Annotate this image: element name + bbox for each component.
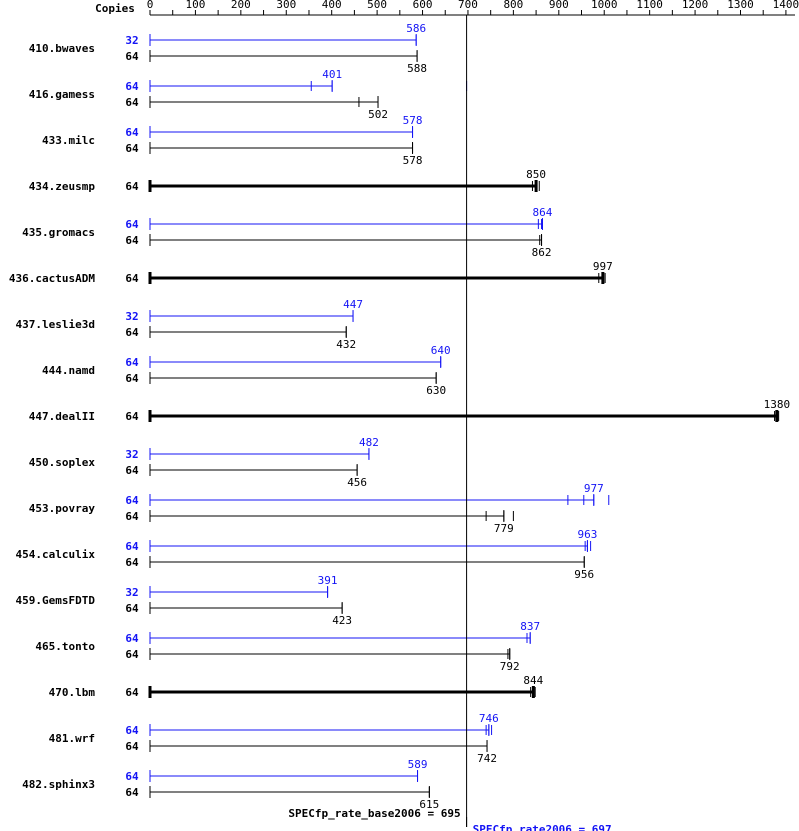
result-value: 502 — [368, 108, 388, 121]
copies-label: 64 — [125, 724, 139, 737]
result-value: 589 — [408, 758, 428, 771]
copies-label: 64 — [125, 632, 139, 645]
axis-tick-label: 300 — [276, 0, 296, 11]
benchmark-name: 470.lbm — [49, 686, 96, 699]
benchmark-name: 435.gromacs — [22, 226, 95, 239]
benchmark-name: 453.povray — [29, 502, 96, 515]
footer-base-label: SPECfp_rate_base2006 = 695 — [288, 807, 460, 820]
axis-tick-label: 1000 — [591, 0, 618, 11]
benchmark-name: 447.dealII — [29, 410, 95, 423]
result-value: 578 — [403, 154, 423, 167]
result-value: 742 — [477, 752, 497, 765]
result-value: 432 — [336, 338, 356, 351]
result-value: 630 — [426, 384, 446, 397]
benchmark-name: 434.zeusmp — [29, 180, 96, 193]
result-value: 837 — [520, 620, 540, 633]
copies-label: 32 — [125, 310, 138, 323]
result-value: 588 — [407, 62, 427, 75]
result-value: 956 — [574, 568, 594, 581]
copies-label: 64 — [125, 786, 139, 799]
axis-tick-label: 900 — [549, 0, 569, 11]
copies-label: 64 — [125, 372, 139, 385]
copies-label: 32 — [125, 34, 138, 47]
copies-label: 64 — [125, 770, 139, 783]
copies-label: 64 — [125, 556, 139, 569]
result-value: 977 — [584, 482, 604, 495]
result-value: 844 — [523, 674, 543, 687]
axis-tick-label: 0 — [147, 0, 154, 11]
copies-label: 64 — [125, 602, 139, 615]
axis-tick-label: 100 — [185, 0, 205, 11]
result-value: 862 — [532, 246, 552, 259]
result-value: 456 — [347, 476, 367, 489]
benchmark-name: 450.soplex — [29, 456, 96, 469]
axis-tick-label: 1200 — [682, 0, 709, 11]
result-value: 482 — [359, 436, 379, 449]
copies-label: 64 — [125, 126, 139, 139]
copies-label: 64 — [125, 410, 139, 423]
copies-label: 64 — [125, 686, 139, 699]
footer-peak-label: SPECfp_rate2006 = 697 — [473, 823, 612, 831]
copies-label: 64 — [125, 80, 139, 93]
result-value: 779 — [494, 522, 514, 535]
benchmark-name: 410.bwaves — [29, 42, 95, 55]
result-value: 578 — [403, 114, 423, 127]
copies-label: 64 — [125, 740, 139, 753]
result-value: 401 — [322, 68, 342, 81]
copies-label: 64 — [125, 218, 139, 231]
result-value: 1380 — [764, 398, 791, 411]
axis-tick-label: 200 — [231, 0, 251, 11]
axis-tick-label: 700 — [458, 0, 478, 11]
copies-label: 64 — [125, 272, 139, 285]
result-value: 640 — [431, 344, 451, 357]
copies-label: 64 — [125, 234, 139, 247]
benchmark-name: 482.sphinx3 — [22, 778, 95, 791]
result-value: 423 — [332, 614, 352, 627]
axis-tick-label: 500 — [367, 0, 387, 11]
benchmark-name: 459.GemsFDTD — [16, 594, 96, 607]
result-value: 997 — [593, 260, 613, 273]
copies-label: 64 — [125, 464, 139, 477]
axis-tick-label: 1400 — [773, 0, 799, 11]
axis-tick-label: 800 — [503, 0, 523, 11]
benchmark-name: 481.wrf — [49, 732, 95, 745]
benchmark-name: 436.cactusADM — [9, 272, 95, 285]
result-value: 864 — [533, 206, 553, 219]
result-value: 586 — [406, 22, 426, 35]
benchmark-name: 444.namd — [42, 364, 95, 377]
spec-rate-chart: 0 100 200 300 400 500 600 700 800 900 1000 1100 1200… — [0, 0, 799, 831]
copies-label: 64 — [125, 356, 139, 369]
copies-label: 64 — [125, 510, 139, 523]
benchmark-name: 416.gamess — [29, 88, 95, 101]
result-value: 447 — [343, 298, 363, 311]
axis-tick-label: 400 — [322, 0, 342, 11]
benchmark-name: 433.milc — [42, 134, 95, 147]
copies-label: 64 — [125, 326, 139, 339]
axis-tick-label: 1300 — [727, 0, 754, 11]
copies-label: 32 — [125, 448, 138, 461]
result-value: 391 — [318, 574, 338, 587]
axis-tick-label: 600 — [413, 0, 433, 11]
benchmark-name: 465.tonto — [35, 640, 95, 653]
copies-label: 64 — [125, 142, 139, 155]
copies-label: 64 — [125, 96, 139, 109]
result-value: 963 — [577, 528, 597, 541]
result-value: 746 — [479, 712, 499, 725]
copies-header: Copies — [95, 2, 135, 15]
copies-label: 64 — [125, 540, 139, 553]
benchmark-name: 437.leslie3d — [16, 318, 95, 331]
result-value: 850 — [526, 168, 546, 181]
benchmark-name: 454.calculix — [16, 548, 96, 561]
copies-label: 64 — [125, 180, 139, 193]
axis-tick-label: 1100 — [636, 0, 663, 11]
copies-label: 64 — [125, 494, 139, 507]
copies-label: 64 — [125, 648, 139, 661]
result-value: 792 — [500, 660, 520, 673]
copies-label: 64 — [125, 50, 139, 63]
chart-svg: 0 100 200 300 400 500 600 700 800 900 1000 1100 1200… — [0, 0, 799, 831]
copies-label: 32 — [125, 586, 138, 599]
